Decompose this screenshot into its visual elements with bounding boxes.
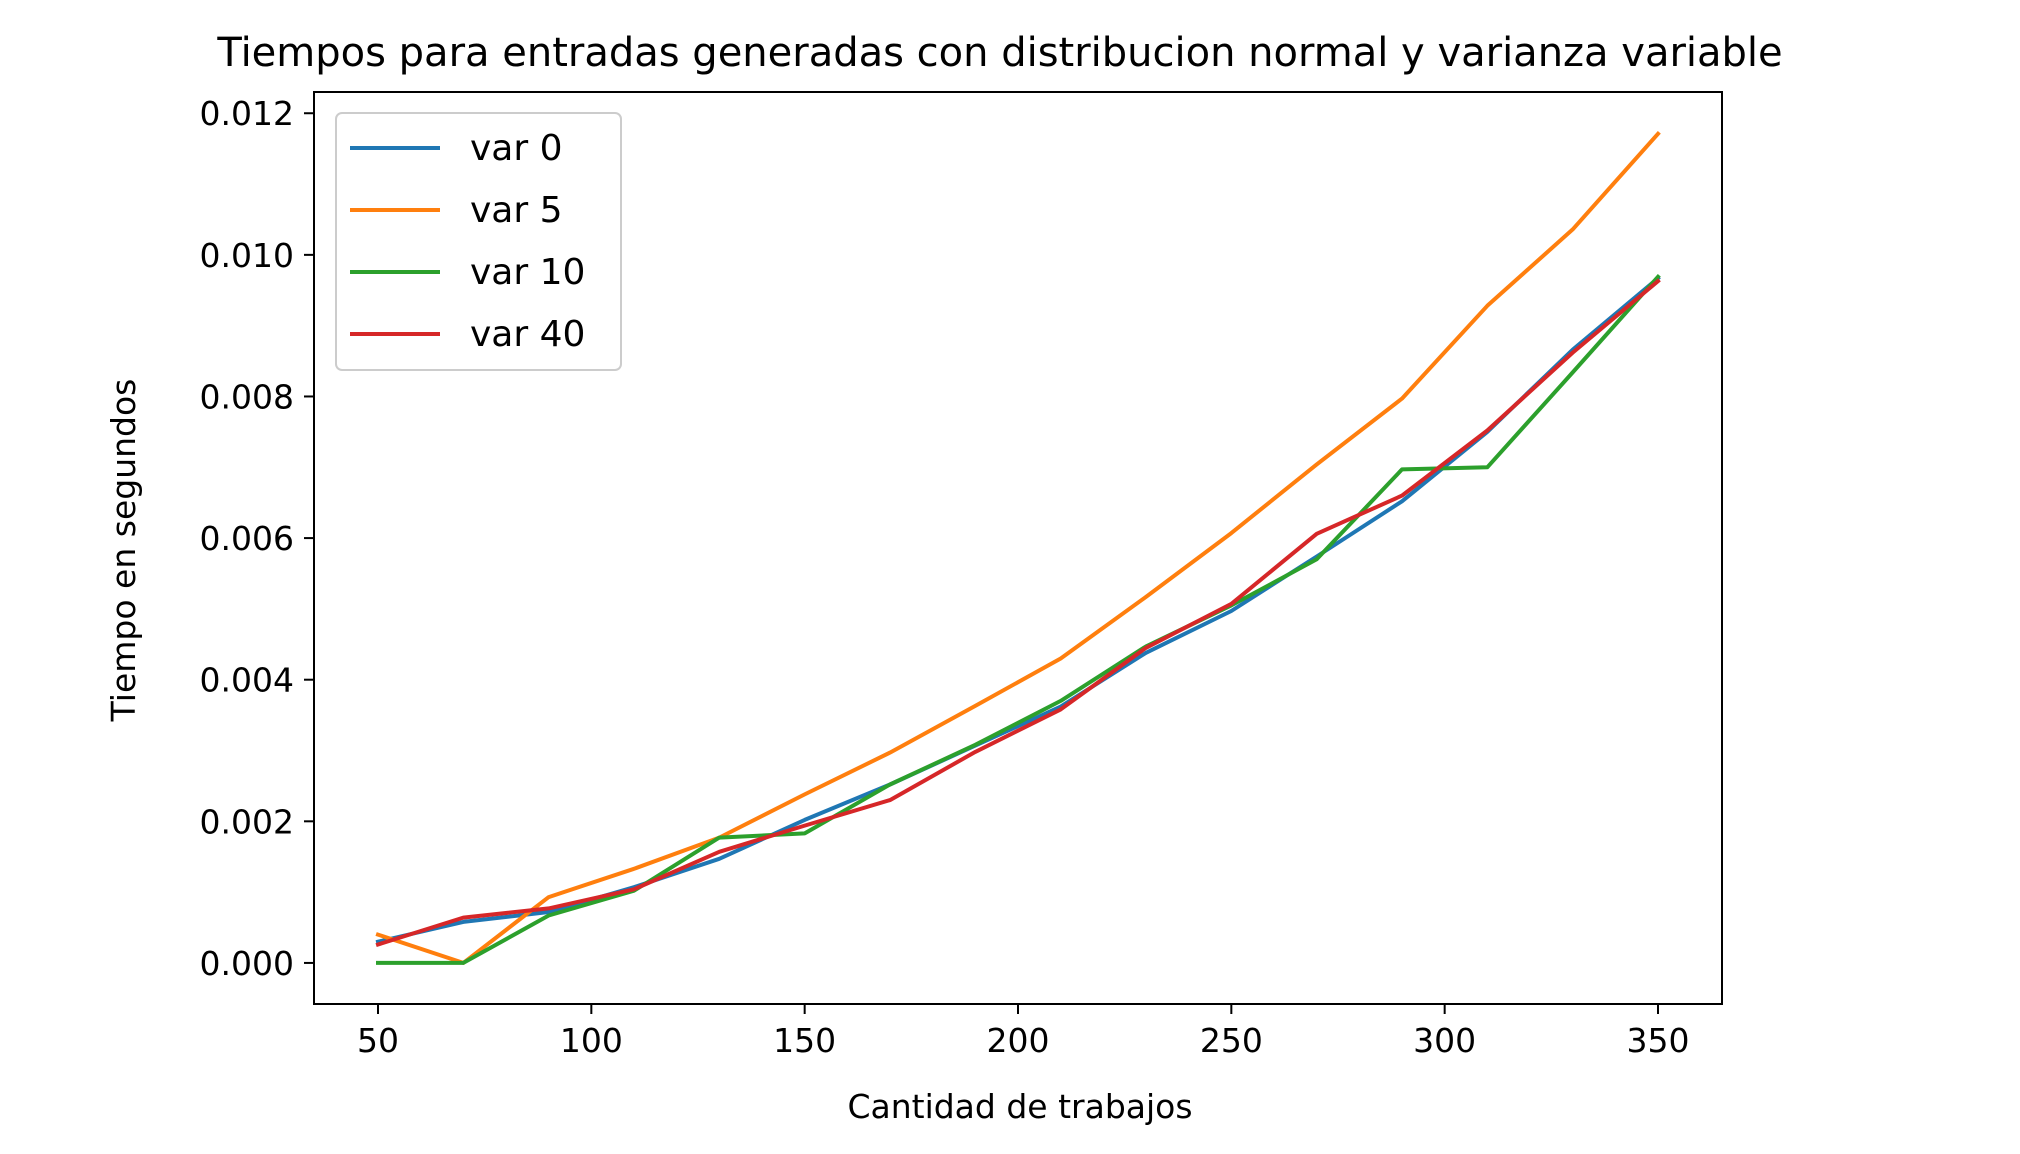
y-axis-label: Tiempo en segundos (104, 379, 143, 723)
legend: var 0 var 5 var 10 var 40 (335, 112, 622, 371)
x-axis-label: Cantidad de trabajos (847, 1087, 1192, 1126)
legend-label: var 0 (470, 128, 563, 169)
legend-label: var 5 (470, 190, 563, 231)
x-tick-label: 150 (773, 1021, 836, 1060)
y-tick-label: 0.004 (200, 661, 294, 700)
y-tick-label: 0.002 (200, 802, 294, 841)
y-tick-label: 0.008 (200, 377, 294, 416)
legend-label: var 10 (470, 252, 585, 293)
y-tick-label: 0.010 (200, 236, 294, 275)
x-tick-label: 250 (1200, 1021, 1263, 1060)
y-tick-label: 0.006 (200, 519, 294, 558)
x-tick-label: 50 (357, 1021, 399, 1060)
x-tick-label: 200 (987, 1021, 1050, 1060)
x-tick-label: 100 (560, 1021, 623, 1060)
legend-box (335, 112, 622, 371)
series-line-var-40 (375, 278, 1661, 948)
series-line-var-0 (375, 275, 1661, 945)
series-line-var-5 (375, 130, 1661, 965)
legend-label: var 40 (470, 314, 585, 355)
chart-title: Tiempos para entradas generadas con dist… (216, 30, 1782, 76)
x-tick-label: 350 (1627, 1021, 1690, 1060)
y-tick-label: 0.000 (200, 944, 294, 983)
y-tick-label: 0.012 (200, 94, 294, 133)
series-line-var-10 (376, 273, 1661, 965)
x-tick-label: 300 (1413, 1021, 1476, 1060)
plot-area: 50 100 150 200 250 300 350 0.000 0.002 0.004 0.006… (200, 91, 1723, 1060)
